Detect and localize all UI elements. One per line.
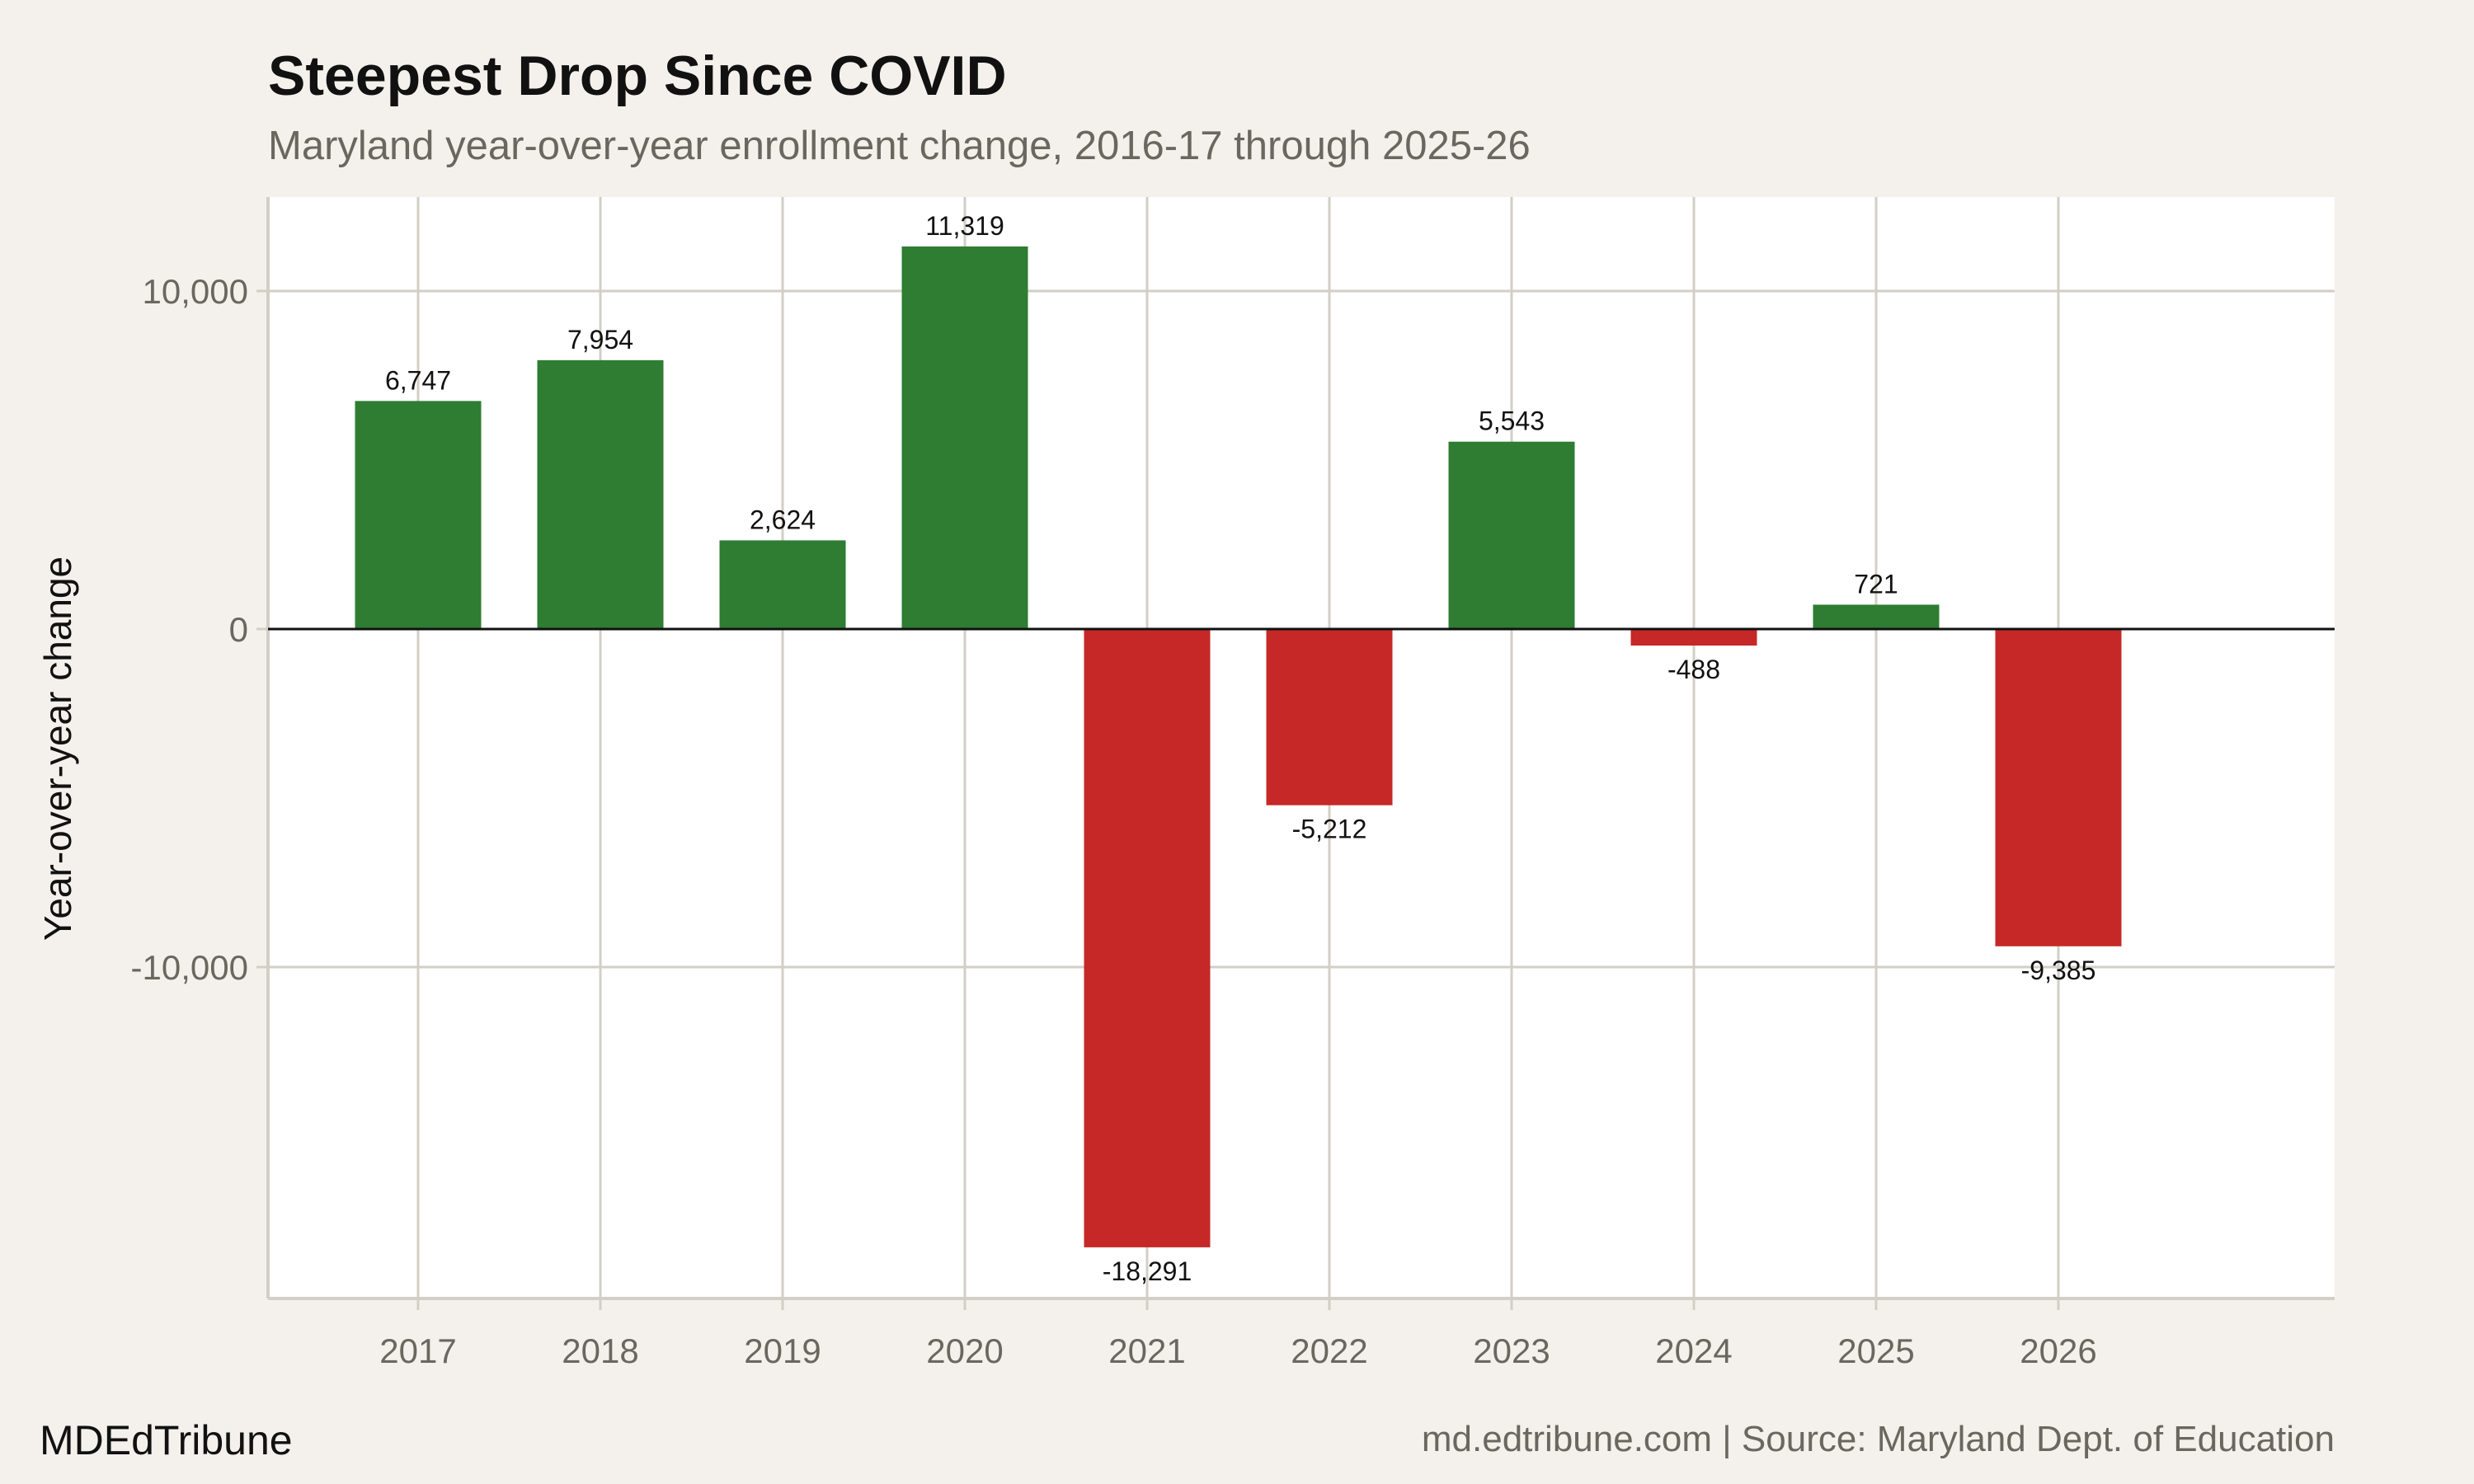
bar-2018 (537, 359, 664, 629)
data-label-2020: 11,319 (925, 211, 1004, 241)
bar-2023 (1448, 441, 1575, 629)
data-label-2025: 721 (1854, 569, 1898, 599)
bar-2026 (1995, 629, 2122, 946)
data-label-2023: 5,543 (1479, 406, 1545, 436)
bar-2024 (1630, 629, 1757, 646)
x-tick-label: 2017 (379, 1331, 456, 1370)
x-tick-label: 2018 (562, 1331, 638, 1370)
y-tick-label: 10,000 (143, 272, 248, 311)
bar-2017 (355, 401, 482, 629)
bar-2020 (901, 246, 1028, 629)
bar-2019 (719, 540, 846, 629)
x-tick-label: 2019 (744, 1331, 821, 1370)
bars (355, 246, 2122, 1247)
y-axis-title: Year-over-year change (36, 556, 79, 941)
bar-2022 (1266, 629, 1393, 805)
x-tick-label: 2025 (1837, 1331, 1914, 1370)
x-tick-label: 2020 (926, 1331, 1003, 1370)
chart-title: Steepest Drop Since COVID (268, 45, 1007, 107)
x-tick-label: 2022 (1291, 1331, 1367, 1370)
x-tick-label: 2021 (1108, 1331, 1185, 1370)
data-label-2017: 6,747 (385, 365, 451, 395)
data-label-2026: -9,385 (2021, 956, 2096, 985)
x-tick-label: 2023 (1473, 1331, 1550, 1370)
data-label-2018: 7,954 (567, 325, 633, 355)
axes: 10,000 0 -10,000 2017 2018 2019 2020 2021 2022 20… (131, 197, 2335, 1370)
source-footer: md.edtribune.com | Source: Maryland Dept… (1422, 1419, 2335, 1459)
data-label-2019: 2,624 (750, 505, 816, 534)
data-label-2022: -5,212 (1292, 815, 1367, 844)
x-tick-label: 2026 (2020, 1331, 2096, 1370)
chart-subtitle: Maryland year-over-year enrollment chang… (268, 124, 1531, 168)
data-labels: 6,747 7,954 2,624 11,319 -18,291 -5,212 5,543 -… (385, 211, 2095, 1286)
y-tick-label: -10,000 (131, 948, 248, 987)
data-label-2021: -18,291 (1103, 1256, 1192, 1286)
x-tick-label: 2024 (1655, 1331, 1732, 1370)
brand-footer: MDEdTribune (40, 1417, 293, 1463)
y-tick-label: 0 (229, 610, 248, 649)
data-label-2024: -488 (1667, 655, 1720, 684)
bar-2025 (1813, 604, 1940, 629)
bar-2021 (1084, 629, 1211, 1247)
